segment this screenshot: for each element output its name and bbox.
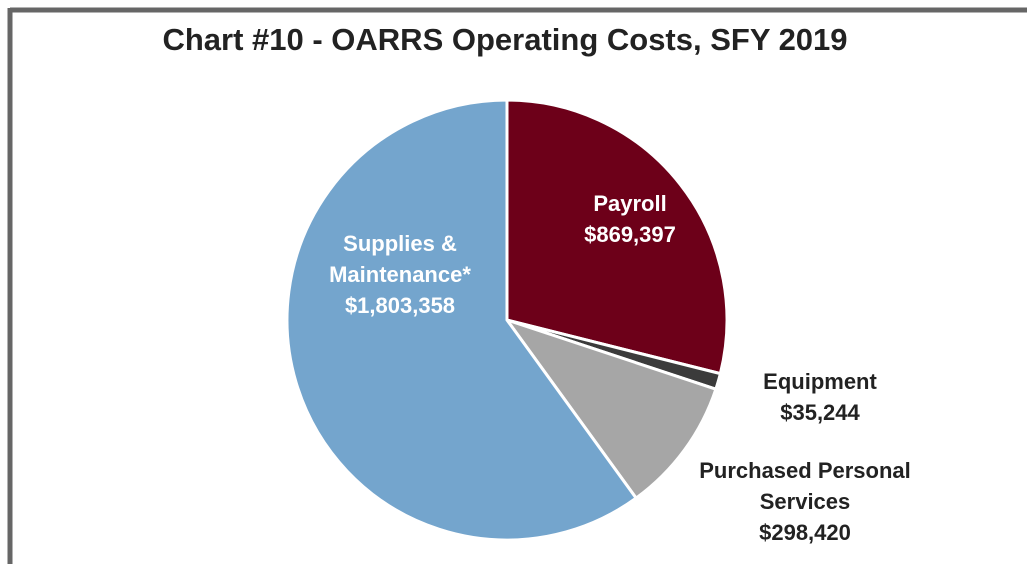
- slice-label: Supplies & Maintenance* $1,803,358: [315, 228, 485, 321]
- category-label: Equipment: [763, 369, 877, 394]
- category-label: Payroll: [593, 191, 667, 216]
- chart-title: Chart #10 - OARRS Operating Costs, SFY 2…: [162, 22, 848, 57]
- pie-slice: [503, 317, 718, 501]
- slice-label: Purchased Personal Services $298,420: [680, 455, 930, 548]
- value-label: $35,244: [780, 400, 860, 425]
- pie-slice: [505, 98, 729, 376]
- value-label: $869,397: [584, 222, 676, 247]
- pie: [285, 98, 729, 542]
- category-label: Supplies & Maintenance*: [329, 231, 471, 287]
- pie-slice: [285, 98, 639, 542]
- value-label: $298,420: [759, 520, 851, 545]
- value-label: $1,803,358: [344, 293, 456, 318]
- slice-label: Payroll $869,397: [540, 188, 720, 250]
- slice-label: Equipment $35,244: [730, 366, 910, 428]
- category-label: Purchased Personal Services: [699, 458, 911, 514]
